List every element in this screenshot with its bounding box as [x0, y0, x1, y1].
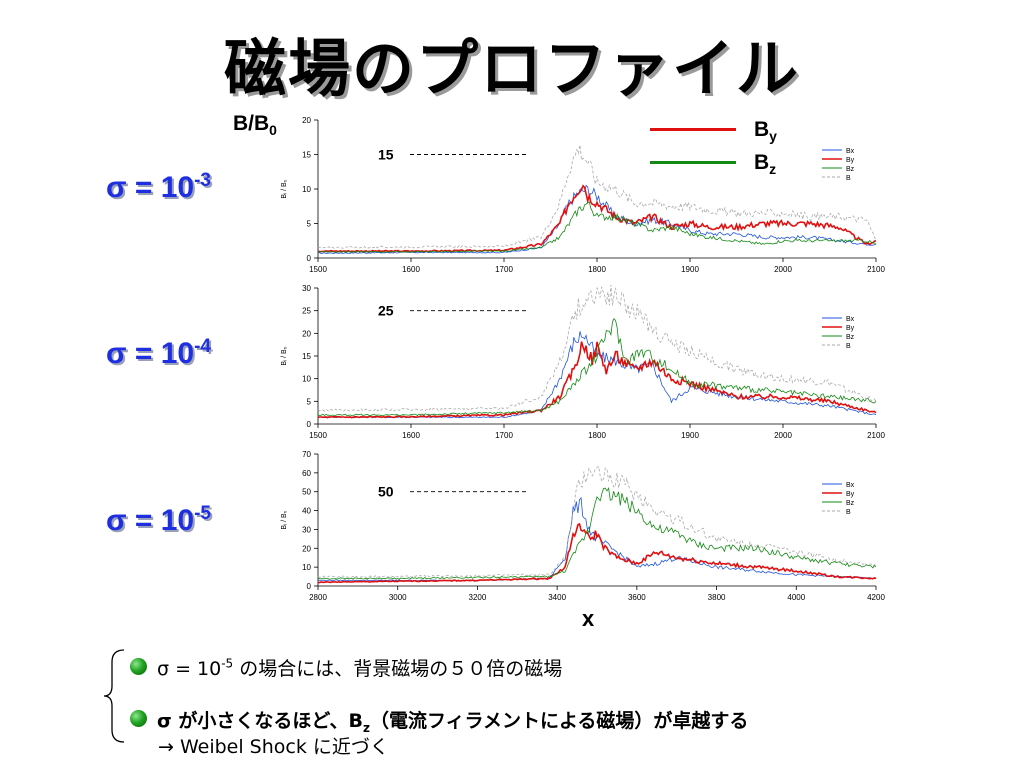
x-tick-label: 4000: [787, 593, 805, 602]
x-tick-label: 2000: [774, 265, 792, 274]
series-line-bz: [317, 201, 877, 253]
y-tick-label: 40: [302, 507, 311, 516]
legend-label-by: By: [846, 491, 855, 498]
x-tick-label: 1900: [681, 265, 699, 274]
x-tick-label: 3600: [628, 593, 646, 602]
legend-label-b: B: [846, 509, 851, 516]
legend-label-bx: Bx: [846, 482, 855, 489]
x-tick-label: 4200: [867, 593, 885, 602]
x-tick-label: 1800: [588, 265, 606, 274]
y-tick-label: 20: [302, 329, 311, 338]
legend-label-b: B: [846, 343, 851, 350]
y-tick-label: 30: [302, 284, 311, 293]
bullet-item-2: σ が小さくなるほど、Bz（電流フィラメントによる磁場）が卓越する: [130, 706, 748, 735]
chart-panel-sigma-1e-4: 0 5 10 15 20 25 30 1500 1600 1700 1800 1900 2000 2100…: [281, 284, 885, 440]
y-tick-label: 5: [307, 397, 312, 406]
sigma-label-3: σ = 10-5: [106, 503, 211, 537]
y-tick-label: 0: [307, 420, 312, 429]
x-axis-label: x: [582, 606, 595, 631]
series-line-bz: [317, 487, 877, 580]
y-tick-label: 60: [302, 469, 311, 478]
legend-label-bz: Bz: [846, 500, 855, 507]
y-tick-label: 5: [307, 220, 312, 229]
reference-label: 15: [378, 147, 394, 163]
legend-label-bz: Bz: [846, 334, 855, 341]
series-line-b: [317, 144, 877, 249]
x-tick-label: 1700: [495, 265, 513, 274]
legend-by-label: By: [754, 118, 777, 145]
panel-y-label: Bᵢ / B₀: [281, 346, 288, 365]
legend-label-by: By: [846, 157, 855, 164]
y-tick-label: 0: [307, 582, 312, 591]
x-tick-label: 1900: [681, 431, 699, 440]
y-tick-label: 20: [302, 544, 311, 553]
y-tick-label: 70: [302, 450, 311, 459]
bullet-item-1: σ = 10-5 の場合には、背景磁場の５０倍の磁場: [130, 654, 562, 681]
y-tick-label: 30: [302, 525, 311, 534]
legend-bz-label: Bz: [754, 151, 777, 178]
bullet-block: σ = 10-5 の場合には、背景磁場の５０倍の磁場 σ が小さくなるほど、Bz…: [100, 646, 1000, 758]
x-tick-label: 2100: [867, 431, 885, 440]
panel-y-label: Bᵢ / B₀: [281, 510, 288, 529]
legend-label-bx: Bx: [846, 316, 855, 323]
brace-icon: [103, 649, 125, 743]
x-tick-label: 2100: [867, 265, 885, 274]
legend-label-by: By: [846, 325, 855, 332]
series-line-b: [317, 465, 877, 578]
y-tick-label: 15: [302, 352, 311, 361]
bullet-dot-icon: [130, 658, 147, 675]
slide-title: 磁場のプロファイル: [223, 32, 800, 105]
y-tick-label: 10: [302, 185, 311, 194]
series-line-b: [317, 284, 877, 412]
y-tick-label: 15: [302, 151, 311, 160]
series-line-by: [317, 184, 877, 253]
series-line-bx: [317, 496, 877, 582]
x-tick-label: 1500: [309, 431, 327, 440]
legend-label-bz: Bz: [846, 166, 855, 173]
y-tick-label: 50: [302, 488, 311, 497]
x-tick-label: 1800: [588, 431, 606, 440]
series-line-bz: [317, 317, 877, 417]
y-axis-label: B/B0: [233, 112, 277, 139]
sigma-label-1: σ = 10-3: [106, 170, 211, 204]
bullet-dot-icon: [130, 710, 147, 727]
x-tick-label: 1600: [402, 431, 420, 440]
x-tick-label: 3200: [469, 593, 487, 602]
x-tick-label: 1500: [309, 265, 327, 274]
x-tick-label: 2800: [309, 593, 327, 602]
y-tick-label: 0: [307, 254, 312, 263]
sigma-label-2: σ = 10-4: [106, 336, 211, 370]
x-tick-label: 2000: [774, 431, 792, 440]
legend-label-b: B: [846, 175, 851, 182]
x-tick-label: 1700: [495, 431, 513, 440]
x-tick-label: 1600: [402, 265, 420, 274]
x-tick-label: 3000: [389, 593, 407, 602]
x-tick-label: 3400: [548, 593, 566, 602]
series-line-by: [317, 341, 877, 419]
x-tick-label: 3800: [708, 593, 726, 602]
panel-y-label: Bᵢ / B₀: [281, 179, 288, 198]
y-tick-label: 25: [302, 307, 311, 316]
reference-label: 25: [378, 303, 394, 319]
reference-label: 50: [378, 484, 394, 500]
legend-bz-line: [650, 161, 736, 164]
series-line-by: [317, 522, 877, 584]
chart-panel-sigma-1e-3: 0 5 10 15 20 1500 1600 1700 1800 1900 2000 2100 Bᵢ /…: [281, 116, 885, 274]
legend-label-bx: Bx: [846, 148, 855, 155]
bullet-item-2-line2: → Weibel Shock に近づく: [158, 736, 389, 758]
y-tick-label: 20: [302, 116, 311, 125]
chart-panel-sigma-1e-5: 0 10 20 30 40 50 60 70 2800 3000 3200 3400 3600 3800 4…: [281, 450, 885, 602]
y-tick-label: 10: [302, 563, 311, 572]
y-tick-label: 10: [302, 375, 311, 384]
legend-by-line: [650, 128, 736, 131]
series-line-bx: [318, 184, 877, 255]
